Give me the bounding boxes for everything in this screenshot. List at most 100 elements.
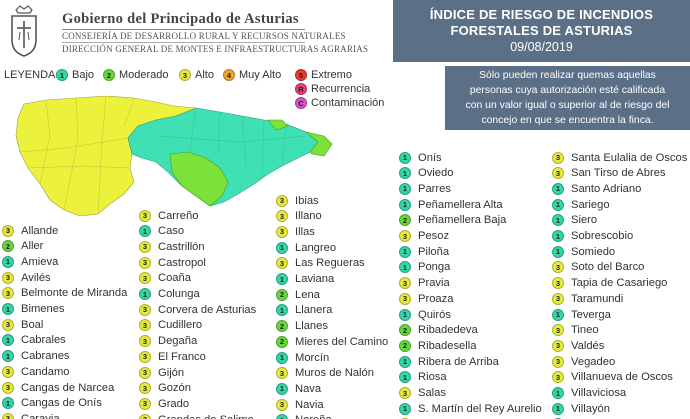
municipality-row: 3 Castropol: [139, 255, 206, 270]
municipality-name: Castrillón: [158, 240, 205, 253]
risk-level-icon: 3: [139, 350, 151, 363]
municipality-row: 1 Nava: [276, 381, 321, 396]
municipality-row: 3 Taramundi: [552, 291, 623, 306]
legend-item-extremo: 5 Extremo: [295, 69, 352, 81]
municipality-row: 2 Mieres del Camino: [276, 334, 388, 349]
map-region-moderado: [169, 151, 229, 207]
government-title: Gobierno del Principado de Asturias: [62, 11, 299, 27]
risk-level-icon: 3: [276, 225, 288, 238]
risk-level-icon: 1: [2, 303, 14, 315]
municipality-row: 1 S. Martín del Rey Aurelio: [399, 401, 542, 416]
municipality-row: 3 Avilés: [2, 270, 51, 285]
risk-level-icon: 1: [552, 182, 564, 195]
risk-level-icon: 1: [399, 371, 411, 384]
risk-level-icon: 3: [139, 240, 151, 253]
map-region-moderado: [267, 119, 289, 131]
burning-notice-box: Sólo pueden realizar quemas aquellas per…: [445, 66, 690, 130]
risk-level-icon: R: [295, 83, 307, 95]
municipality-row: 1 Sariego: [552, 197, 610, 212]
municipality-name: Cangas de Narcea: [21, 381, 115, 394]
risk-level-icon: 3: [399, 387, 411, 399]
risk-level-icon: 2: [2, 240, 14, 253]
municipality-row: 3 Villanueva de Oscos: [552, 370, 673, 385]
municipal-boundaries: [155, 107, 307, 173]
risk-level-icon: 1: [399, 245, 411, 258]
municipality-row: 1 Cabranes: [2, 349, 70, 364]
municipality-name: Cangas de Onís: [21, 397, 102, 410]
municipality-row: 3 Las Regueras: [276, 256, 365, 271]
municipality-name: Teverga: [571, 308, 611, 321]
legend-item-recurrencia: R Recurrencia: [295, 83, 370, 95]
risk-level-icon: 3: [399, 230, 411, 242]
risk-level-icon: 1: [139, 288, 151, 300]
municipality-name: Allande: [21, 224, 59, 237]
municipality-row: 3 Ibias: [276, 193, 319, 208]
municipality-name: Illano: [295, 210, 322, 223]
municipality-name: Ribera de Arriba: [418, 355, 499, 368]
municipality-row: 1 Somiedo: [552, 244, 615, 259]
risk-level-icon: 1: [276, 414, 288, 419]
risk-level-icon: 1: [2, 350, 14, 363]
map-region-bajo: [127, 107, 319, 207]
municipality-name: Sobrescobio: [571, 230, 634, 242]
municipality-name: Ribadesella: [418, 339, 477, 352]
municipality-name: Parres: [418, 182, 451, 195]
municipality-row: 1 Sobrescobio: [552, 229, 633, 244]
notice-line: personas cuya autorización esté califica…: [469, 85, 666, 96]
municipality-name: Oviedo: [418, 167, 454, 180]
municipality-row: 1 Cangas de Onís: [2, 396, 102, 411]
municipality-name: Ribadedeva: [418, 324, 478, 337]
municipality-row: 3 Pesoz: [399, 229, 449, 244]
municipality-name: Tineo: [571, 324, 599, 337]
risk-level-icon: 3: [399, 292, 411, 305]
risk-level-icon: 1: [139, 225, 151, 238]
risk-level-icon: 3: [139, 382, 151, 395]
risk-level-icon: 3: [2, 271, 14, 284]
municipality-row: 3 El Franco: [139, 349, 206, 364]
asturias-risk-map: [15, 96, 333, 216]
municipality-row: 3 Tapia de Casariego: [552, 276, 667, 291]
notice-line: con un valor igual o superior al de ries…: [465, 100, 670, 111]
risk-level-icon: 3: [139, 366, 151, 379]
municipality-name: Langreo: [295, 241, 337, 254]
legend-item-alto: 3 Alto: [179, 69, 214, 81]
municipality-row: 1 Bimenes: [2, 302, 65, 317]
municipality-name: Degaña: [158, 335, 198, 348]
risk-level-icon: 3: [399, 277, 411, 290]
municipality-row: 1 Peñamellera Alta: [399, 197, 503, 212]
municipality-name: El Franco: [158, 350, 206, 363]
risk-level-icon: 2: [276, 320, 288, 333]
risk-level-icon: 1: [399, 355, 411, 368]
municipality-row: 2 Lena: [276, 287, 320, 302]
risk-level-icon: 1: [399, 261, 411, 274]
risk-level-icon: 1: [399, 402, 411, 415]
municipality-name: Proaza: [418, 292, 454, 305]
municipality-row: 2 Peñamellera Baja: [399, 213, 506, 228]
risk-level-icon: 3: [276, 210, 288, 223]
risk-level-icon: 1: [399, 151, 411, 164]
municipality-name: S. Martín del Rey Aurelio: [418, 402, 542, 415]
risk-level-icon: 1: [276, 351, 288, 364]
municipality-row: 3 Salas: [399, 386, 446, 401]
municipality-row: 1 Langreo: [276, 240, 336, 255]
municipality-row: 3 Muros de Nalón: [276, 366, 374, 381]
municipality-row: 2 Ribadesella: [399, 338, 476, 353]
municipality-name: Onís: [418, 151, 442, 164]
risk-level-icon: 1: [276, 382, 288, 395]
municipality-row: 3 Soto del Barco: [552, 260, 644, 275]
consejeria-subtitle: CONSEJERÍA DE DESARROLLO RURAL Y RECURSO…: [62, 31, 346, 41]
risk-level-icon: 2: [399, 339, 411, 352]
direccion-subtitle: DIRECCIÓN GENERAL DE MONTES E INFRAESTRU…: [62, 44, 369, 54]
municipality-name: Noreña: [295, 414, 332, 419]
municipality-name: Soto del Barco: [571, 261, 645, 274]
municipality-name: Gijón: [158, 366, 185, 379]
risk-level-icon: 2: [399, 324, 411, 337]
asturias-crest-icon: [11, 5, 37, 57]
report-title-box: ÍNDICE DE RIESGO DE INCENDIOS FORESTALES…: [393, 0, 690, 62]
municipality-name: Pesoz: [418, 230, 450, 242]
municipality-row: 3 Proaza: [399, 291, 453, 306]
municipality-row: 3 Caravia: [2, 411, 60, 419]
header-divider: [62, 29, 305, 30]
municipality-name: Mieres del Camino: [295, 335, 389, 348]
municipality-row: 1 Laviana: [276, 272, 334, 287]
